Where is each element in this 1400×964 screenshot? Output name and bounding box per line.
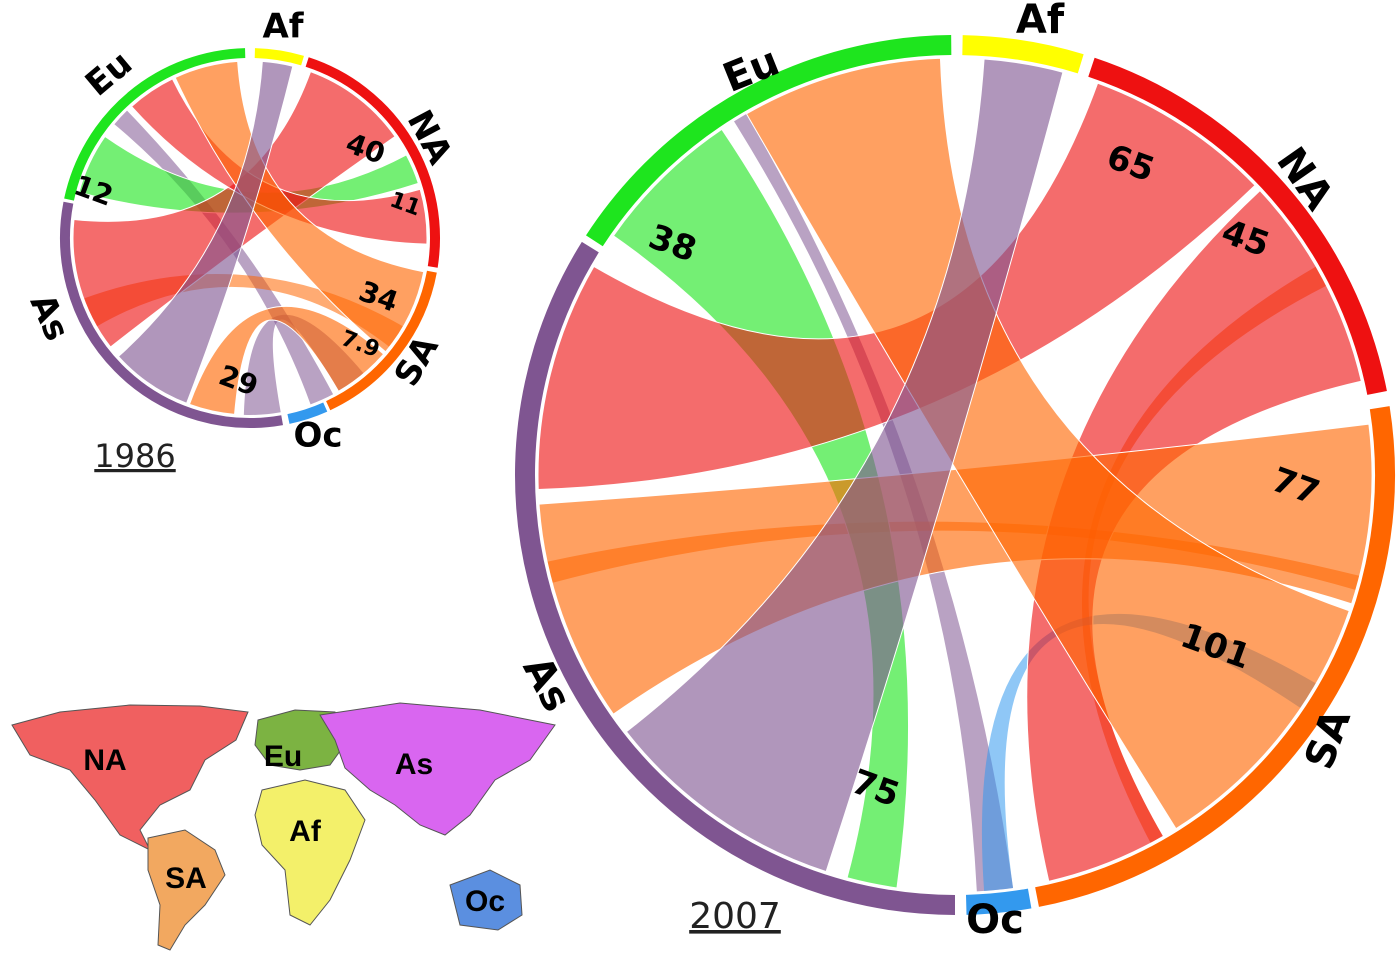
map-region-label: Oc	[465, 885, 505, 918]
group-arc	[64, 48, 246, 201]
map-region	[319, 702, 556, 836]
group-label: Af	[262, 7, 304, 47]
map-region	[147, 829, 226, 951]
year-label: 1986	[94, 437, 175, 475]
group-arc	[60, 201, 283, 428]
chord-ribbon-minor	[114, 110, 334, 405]
group-arc	[1035, 406, 1396, 907]
map-region	[449, 869, 523, 931]
map-region-label: Af	[289, 815, 322, 848]
group-label: Af	[1016, 0, 1065, 43]
chord-ribbon-minor	[243, 314, 364, 415]
map-region	[254, 709, 349, 771]
group-arc	[1088, 57, 1387, 395]
group-arc	[305, 57, 440, 268]
map-region	[254, 779, 366, 926]
chord-ribbon	[188, 306, 385, 415]
group-label: As	[22, 288, 77, 347]
chord-ribbon	[745, 57, 1350, 830]
chord-ribbon	[117, 60, 294, 404]
map-region-label: Eu	[264, 740, 302, 773]
chord-ribbon	[130, 78, 428, 245]
group-arc	[515, 241, 956, 915]
group-arc	[326, 270, 437, 411]
chord-ribbon	[174, 60, 425, 353]
map-region-label: NA	[83, 744, 126, 777]
year-label: 2007	[689, 896, 781, 937]
world-map: NA SA Eu Af As Oc	[5, 700, 560, 955]
group-arc	[287, 402, 328, 424]
group-arc	[962, 35, 1084, 74]
map-region	[11, 704, 249, 852]
group-label: Oc	[293, 416, 342, 456]
chord-ribbon	[625, 58, 1064, 873]
group-arc	[585, 35, 952, 247]
map-region-label: SA	[165, 862, 207, 895]
group-label: Oc	[966, 897, 1024, 943]
group-arc	[965, 888, 1032, 915]
map-region-label: As	[395, 748, 433, 781]
group-arc	[254, 48, 304, 66]
